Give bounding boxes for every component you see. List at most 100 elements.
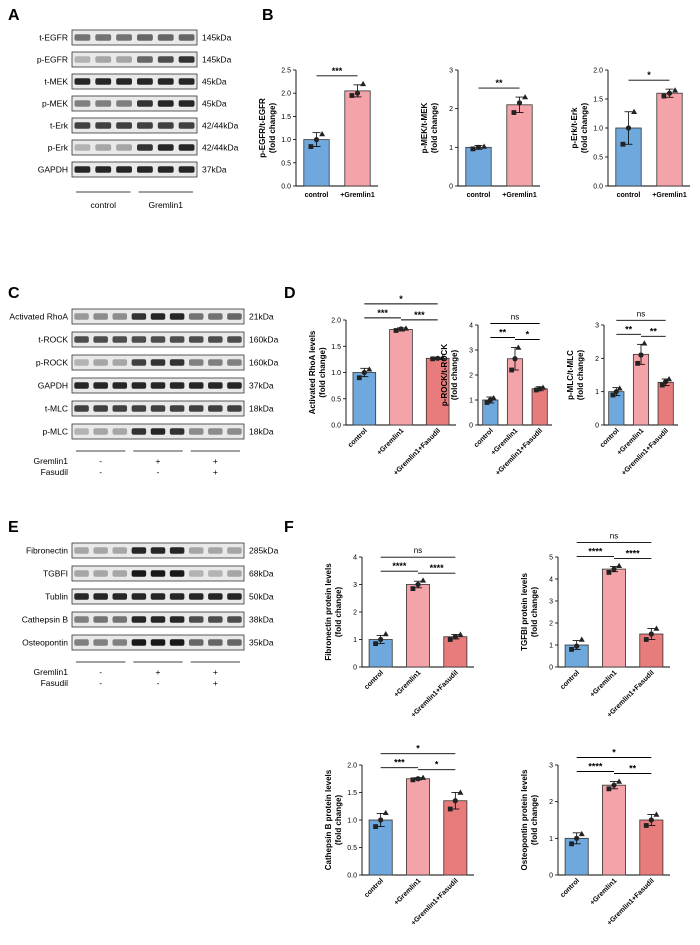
blot-band [95,122,112,129]
x-tick-label: +Gremlin1 [393,877,422,906]
blot-kda-label: 37kDa [249,381,274,391]
data-point [537,386,543,392]
y-axis-label-line: (fold change) [318,347,327,398]
blot-band [150,428,166,435]
x-tick-label: control [617,192,641,199]
bar [443,636,468,668]
y-tick-label: 0.5 [347,845,357,852]
blot-kda-label: 160kDa [249,358,279,368]
blot-band [93,639,108,646]
y-tick-label: 2 [353,610,357,617]
data-point [439,354,446,360]
data-point [415,776,421,782]
blot-band [227,359,242,366]
treatment-label: Gremlin1 [34,667,69,677]
y-tick-label: 1 [469,398,473,405]
blot-band [95,56,112,63]
blot-band [150,359,166,366]
y-axis-label-line: p-ROCK/t-ROCK [440,344,449,406]
x-tick-label: +Gremlin1 [502,192,537,199]
y-axis-label: TGFBI protein levels(fold change) [520,573,539,651]
treatment-sign: - [157,678,160,688]
significance-label: ** [625,324,633,334]
blot-band [112,616,128,623]
bar [602,784,626,876]
blot-strip [71,139,198,156]
data-point [457,789,464,795]
bar [406,778,430,876]
blot-band [227,336,242,343]
x-tick-label: +Gremlin1 [652,192,687,199]
blot-band [74,382,89,389]
blot-band [74,122,91,129]
y-tick-label: 3 [469,348,473,355]
blot-band [93,382,108,389]
data-point [606,570,612,575]
treatment-label: Gremlin1 [34,456,69,466]
y-axis-label: p-Erk/t-Erk(fold change) [570,103,589,154]
y-axis-label: Cathepsin B protein levels(fold change) [324,769,343,870]
blot-band [74,639,89,646]
blot-band [188,382,204,389]
blot-band [227,547,242,554]
significance-label: *** [377,308,388,318]
x-tick-label: control [305,192,329,199]
data-point [616,778,623,784]
y-axis-label-line: (fold change) [580,103,589,154]
blot-band [227,428,242,435]
blot-row-label: t-EGFR [39,33,68,43]
y-tick-label: 3 [549,763,553,770]
y-axis-label-line: Fibronectin protein levels [324,563,333,661]
blot-band [157,100,174,107]
blot-strip [71,29,198,46]
y-axis-label-line: p-Erk/t-Erk [570,107,579,148]
data-point [574,835,580,841]
data-point [308,144,314,149]
data-point [349,93,355,98]
blot-band [188,313,204,320]
blot-kda-label: 42/44kDa [202,143,239,153]
y-tick-label: 1.5 [347,790,357,797]
blot-band [95,166,112,173]
blot-band [74,570,89,577]
bar [368,819,393,876]
data-point [610,392,616,398]
blot-kda-label: 145kDa [202,33,232,43]
y-axis-label-line: (fold change) [268,103,277,154]
data-point [457,631,464,637]
significance-label: **** [392,561,407,571]
blot-band [74,616,89,623]
significance-label: *** [394,758,405,768]
blot-band [157,144,174,151]
blot-band [150,616,166,623]
significance-label: * [526,330,530,340]
blot-band [188,336,204,343]
blot-band [112,313,128,320]
blot-band [137,166,153,173]
blot-band [178,100,195,107]
y-tick-label: 0.0 [331,423,341,430]
y-axis-label-line: Osteopontin protein levels [520,769,529,870]
treatment-label: Fasudil [41,678,69,688]
significance-label: * [399,294,403,304]
blot-band [131,359,147,366]
data-point [319,131,326,137]
blot-band [131,313,147,320]
data-point [606,786,612,792]
y-axis-label: p-ROCK/t-ROCK(fold change) [440,344,459,406]
blot-band [227,382,242,389]
data-point [470,146,476,152]
significance-label: **** [430,563,445,573]
y-axis-label: Activated RhoA levels(fold change) [308,330,327,414]
data-point [490,395,497,401]
data-point [378,636,384,643]
blot-band [137,56,153,63]
x-tick-label: control [347,427,369,449]
significance-label: **** [588,546,603,556]
significance-label: **** [626,548,641,558]
data-point [569,647,574,652]
blot-band [116,56,132,63]
x-tick-label: +Gremlin1+Fasudil [621,427,671,477]
treatment-sign: + [213,667,218,677]
blot-row-label: GAPDH [38,381,68,391]
